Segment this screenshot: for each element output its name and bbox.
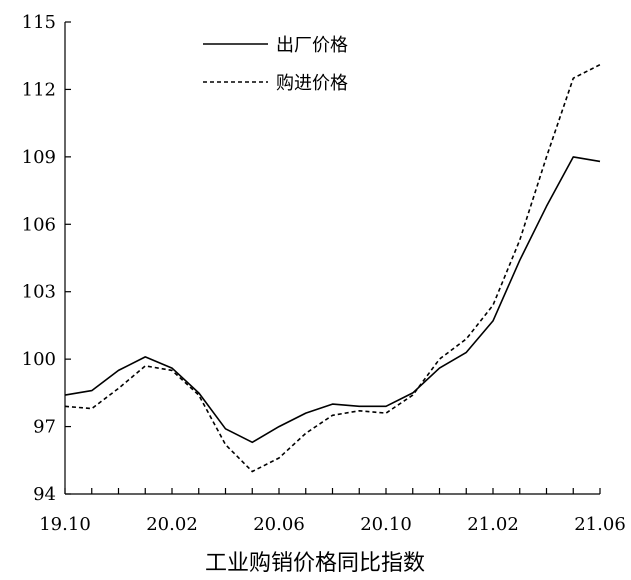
x-tick-label: 21.06 (574, 514, 626, 535)
x-axis: 19.10 20.02 20.06 20.10 21.02 21.06 (39, 488, 626, 535)
x-tick-label: 20.06 (253, 514, 305, 535)
x-tick-label: 20.10 (360, 514, 412, 535)
y-tick-label: 97 (33, 417, 56, 438)
series-line-1 (64, 156, 601, 444)
x-tick-label: 20.02 (146, 514, 198, 535)
y-tick-label: 94 (33, 484, 56, 505)
x-tick-label: 21.02 (467, 514, 519, 535)
series-line-2 (64, 63, 601, 473)
legend-label: 出厂价格 (276, 35, 348, 56)
x-tick-label: 19.10 (39, 514, 91, 535)
y-tick-label: 109 (22, 147, 56, 168)
legend-label: 购进价格 (276, 73, 348, 94)
chart-title: 工业购销价格同比指数 (205, 551, 425, 576)
series-layer (64, 63, 601, 473)
y-tick-label: 115 (22, 12, 56, 33)
y-axis: 94 97 100 103 106 109 112 115 (22, 12, 71, 505)
y-tick-label: 100 (22, 349, 56, 370)
y-tick-label: 106 (22, 214, 56, 235)
y-tick-label: 103 (22, 282, 56, 303)
y-tick-label: 112 (22, 79, 56, 100)
